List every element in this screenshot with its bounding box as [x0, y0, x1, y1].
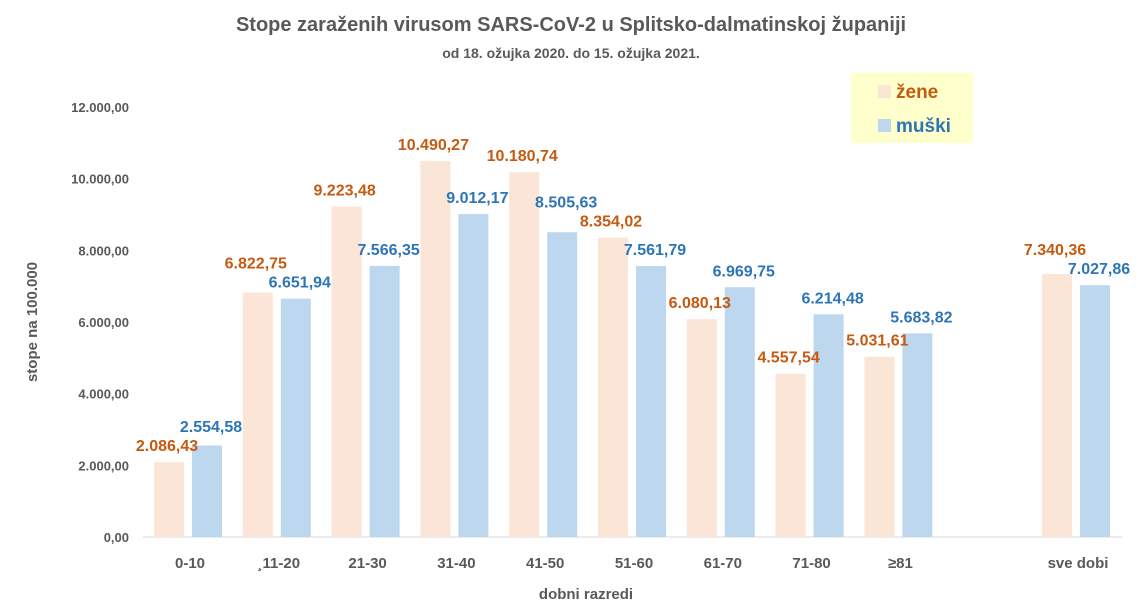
bar-zene: [1042, 273, 1072, 537]
bar-zene: [242, 292, 273, 537]
bar-zene: [775, 373, 806, 537]
bar-muski: [724, 287, 755, 537]
data-label: 7.027,86: [1068, 261, 1130, 278]
bar-muski: [547, 232, 578, 538]
bar-zene: [420, 161, 451, 537]
x-tick-label: 0-10: [175, 555, 205, 572]
y-tick-label: 12.000,00: [71, 100, 129, 115]
y-tick-label: 2.000,00: [78, 458, 129, 473]
data-label: 4.557,54: [757, 350, 819, 367]
y-tick-label: 4.000,00: [78, 387, 129, 402]
data-label: 5.683,82: [890, 309, 952, 326]
data-label: 6.822,75: [225, 256, 287, 273]
data-label: 2.554,58: [180, 419, 242, 436]
bar-zene: [864, 356, 895, 537]
bar-muski: [636, 266, 666, 537]
x-tick-label: ¸11-20: [258, 555, 301, 572]
legend-swatch-zene: [878, 85, 891, 98]
x-tick-label: ≥81: [888, 555, 913, 572]
legend-label-muski: muški: [896, 116, 951, 137]
x-axis-label: dobni razredi: [539, 586, 633, 603]
bar-zene: [598, 237, 628, 537]
legend: žene muški: [851, 73, 973, 143]
x-tick-label: 61-70: [704, 555, 742, 572]
data-label: 10.490,27: [398, 137, 469, 154]
data-label: 9.012,17: [446, 190, 508, 207]
bar-muski: [813, 314, 844, 537]
y-tick-label: 8.000,00: [78, 243, 129, 258]
x-tick-label: 41-50: [526, 555, 564, 572]
data-label: 8.354,02: [580, 214, 642, 231]
x-tick-label: 51-60: [615, 555, 653, 572]
chart-title: Stope zaraženih virusom SARS-CoV-2 u Spl…: [236, 14, 906, 36]
bar-muski: [369, 265, 400, 537]
bar-zene: [686, 319, 717, 537]
y-tick-label: 10.000,00: [71, 172, 129, 187]
y-axis-label: stope na 100.000: [24, 262, 41, 382]
y-tick-label: 6.000,00: [78, 315, 129, 330]
data-label: 7.566,35: [357, 242, 419, 259]
data-label: 6.651,94: [269, 275, 331, 292]
bar-muski: [458, 214, 489, 537]
data-label: 6.214,48: [801, 290, 863, 307]
bar-muski: [902, 333, 933, 537]
data-label: 8.505,63: [535, 195, 597, 212]
x-tick-label: sve dobi: [1048, 555, 1109, 572]
bar-muski: [1080, 285, 1110, 537]
x-tick-label: 31-40: [437, 555, 475, 572]
bar-muski: [192, 445, 222, 537]
x-tick-label: 71-80: [792, 555, 830, 572]
bar-muski: [280, 298, 311, 537]
x-tick-label: 21-30: [348, 555, 386, 572]
data-label: 6.969,75: [713, 263, 775, 280]
data-label: 7.340,36: [1024, 242, 1086, 259]
data-label: 2.086,43: [136, 438, 198, 455]
legend-swatch-muski: [878, 119, 891, 132]
data-label: 9.223,48: [313, 182, 375, 199]
legend-background: [851, 73, 973, 143]
data-label: 6.080,13: [669, 295, 731, 312]
chart-subtitle: od 18. ožujka 2020. do 15. ožujka 2021.: [442, 45, 700, 61]
data-label: 5.031,61: [846, 333, 908, 350]
data-label: 10.180,74: [487, 148, 558, 165]
bar-zene: [331, 206, 362, 537]
y-tick-label: 0,00: [104, 530, 129, 545]
bar-zene: [154, 462, 184, 537]
data-label: 7.561,79: [624, 242, 686, 259]
legend-label-zene: žene: [896, 82, 938, 103]
bar-zene: [509, 172, 540, 537]
